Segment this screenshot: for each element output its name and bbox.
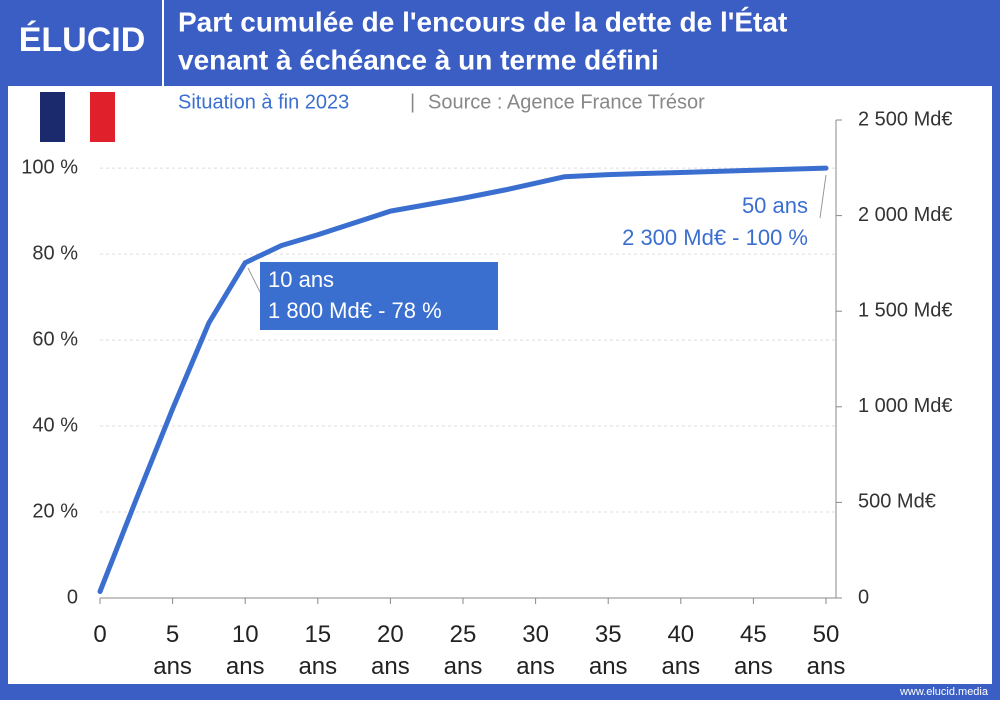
x-tick-label: 25 ans (444, 621, 483, 680)
source: Source : Agence France Trésor (428, 91, 705, 113)
subtitle: Situation à fin 2023 (178, 91, 349, 113)
annotation-text: 50 ans (742, 193, 808, 218)
brand: ÉLUCID (19, 21, 146, 59)
x-tick-label: 10 ans (226, 621, 265, 680)
annotation-leader (247, 267, 263, 297)
x-tick-label: 30 ans (516, 621, 555, 680)
y-tick-label: 80 % (32, 242, 78, 264)
y-tick-label: 0 (67, 586, 78, 608)
annotation-leader (819, 174, 827, 219)
x-tick-label: 50 ans (807, 621, 846, 680)
x-tick-label: 15 ans (298, 621, 337, 680)
chart-title: Part cumulée de l'encours de la dette de… (178, 6, 787, 37)
separator: | (410, 91, 415, 113)
footer: www.elucid.media (899, 686, 989, 698)
y2-tick-label: 1 500 Md€ (858, 299, 953, 321)
y-tick-label: 40 % (32, 414, 78, 436)
x-tick-label: 40 ans (661, 621, 700, 680)
x-tick-label: 20 ans (371, 621, 410, 680)
flag (40, 92, 115, 142)
y-tick-label: 60 % (32, 328, 78, 350)
y2-tick-label: 2 000 Md€ (858, 204, 953, 226)
flag-white (65, 92, 90, 142)
chart-title: venant à échéance à un terme défini (178, 44, 659, 75)
x-tick-label: 0 (93, 621, 106, 648)
flag-blue (40, 92, 65, 142)
plot-background (8, 86, 992, 684)
annotation-text: 10 ans (268, 267, 334, 292)
x-tick-label: 35 ans (589, 621, 628, 680)
x-tick-label: 45 ans (734, 621, 773, 680)
y2-tick-label: 500 Md€ (858, 491, 936, 513)
y-tick-label: 20 % (32, 500, 78, 522)
flag-red (90, 92, 115, 142)
data-line (97, 165, 829, 595)
y2-tick-label: 1 000 Md€ (858, 395, 953, 417)
y-tick-label: 100 % (21, 156, 78, 178)
annotation-text: 1 800 Md€ - 78 % (268, 298, 442, 323)
x-tick-label: 5 ans (153, 621, 192, 680)
y2-tick-label: 0 (858, 586, 869, 608)
annotation-box (260, 262, 498, 330)
annotation-text: 2 300 Md€ - 100 % (622, 225, 808, 250)
y2-tick-label: 2 500 Md€ (858, 108, 953, 130)
